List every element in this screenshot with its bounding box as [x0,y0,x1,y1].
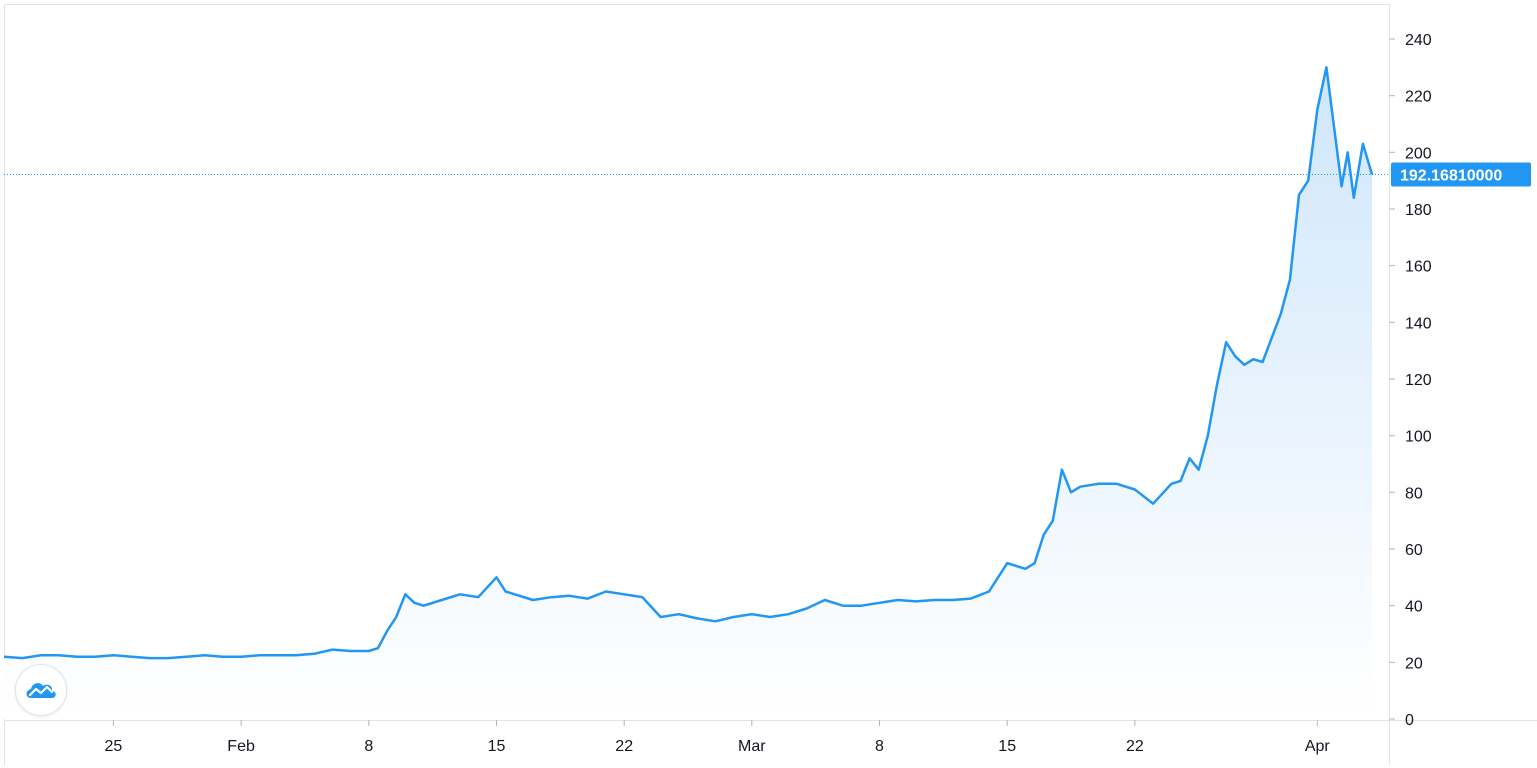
last-price-badge [1391,162,1531,187]
y-tick-label: 180 [1405,202,1432,219]
y-tick-label: 100 [1405,429,1432,446]
y-tick-label: 160 [1405,259,1432,276]
price-line-layer [3,66,1374,660]
y-tick-label: 240 [1405,32,1432,49]
last-price-label: 192.16810000 [1400,168,1502,185]
time-axis[interactable]: 25 Feb 8 15 22 Mar 8 15 22 Apr [105,720,1331,755]
x-tick-label: 15 [488,738,506,755]
y-tick-label: 40 [1405,599,1423,616]
x-tick-label: Apr [1305,738,1331,755]
y-tick-label: 20 [1405,655,1423,672]
x-tick-label: 22 [615,738,633,755]
tradingview-logo-button[interactable] [15,664,67,716]
x-tick-label: Feb [227,738,255,755]
x-tick-label: 25 [105,738,123,755]
y-tick-label: 120 [1405,372,1432,389]
x-tick-label: 8 [875,738,884,755]
series-area [4,67,1372,720]
y-tick-label: 140 [1405,315,1432,332]
x-tick-label: 8 [364,738,373,755]
x-tick-label: Mar [738,738,766,755]
area-fill-layer [4,67,1372,720]
x-tick-label: 22 [1126,738,1144,755]
y-tick-label: 220 [1405,89,1432,106]
y-tick-label: 200 [1405,145,1432,162]
series-line [3,66,1374,660]
y-tick-label: 80 [1405,485,1423,502]
last-price-layer: 192.16810000 [4,162,1531,187]
y-tick-label: 0 [1405,712,1414,729]
tradingview-cloud-icon [26,683,56,698]
y-tick-label: 60 [1405,542,1423,559]
x-tick-label: 15 [998,738,1016,755]
